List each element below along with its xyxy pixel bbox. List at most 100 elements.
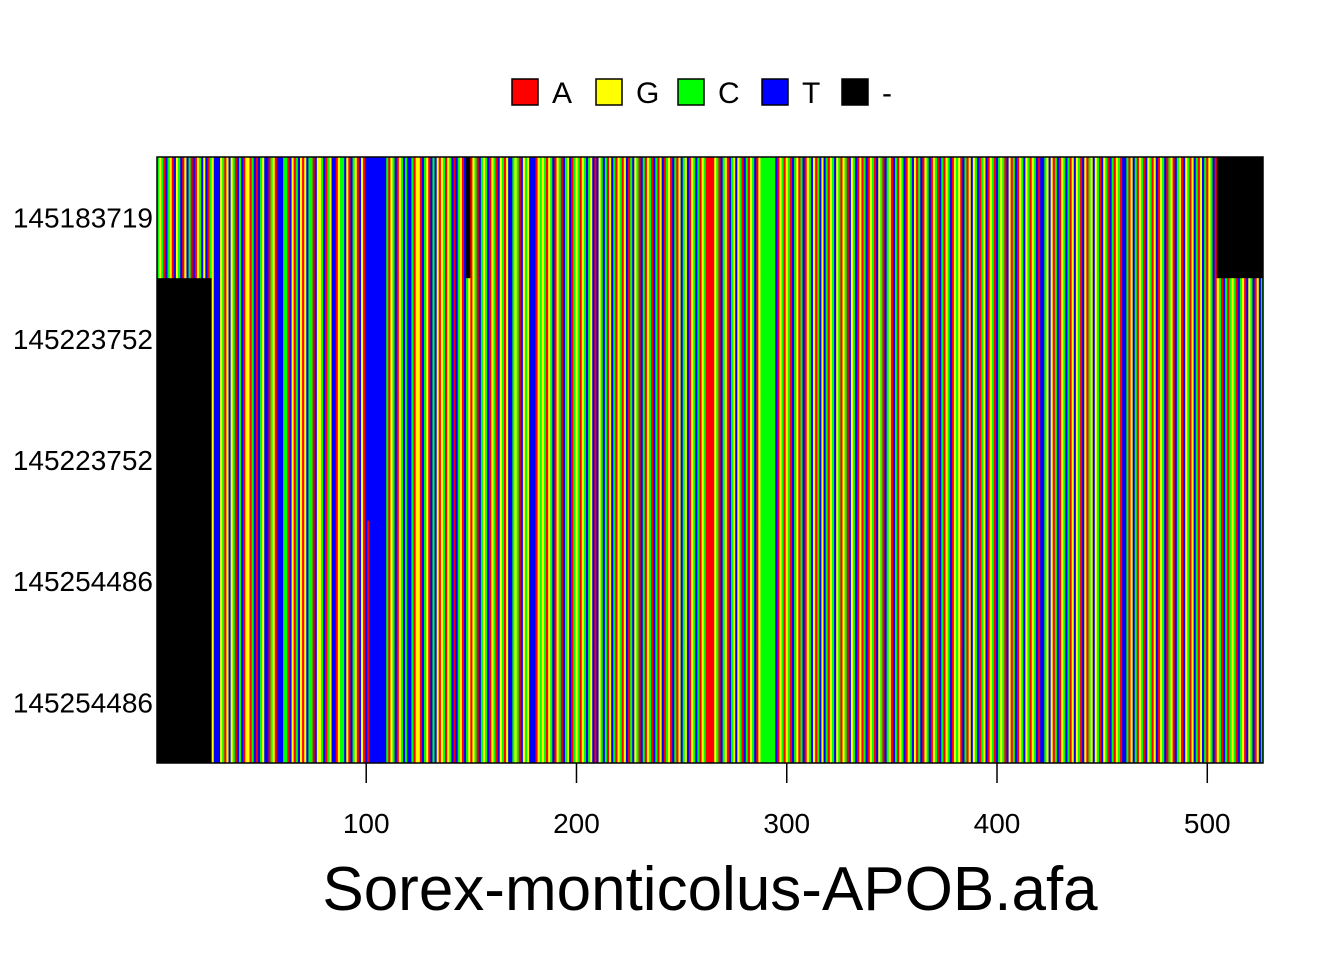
alignment-cell — [958, 520, 961, 643]
alignment-cell — [890, 641, 894, 764]
alignment-cell — [487, 641, 490, 764]
alignment-cell — [642, 641, 646, 764]
alignment-cell — [844, 278, 848, 400]
alignment-cell — [749, 278, 753, 400]
alignment-cell — [638, 520, 642, 643]
alignment-cell — [1206, 157, 1209, 279]
alignment-cell — [1033, 399, 1037, 521]
alignment-cell — [474, 399, 477, 521]
alignment-cell — [1143, 399, 1146, 521]
alignment-cell — [1197, 399, 1201, 521]
alignment-cell — [838, 399, 841, 521]
alignment-cell — [1056, 399, 1060, 521]
alignment-cell — [495, 520, 499, 643]
alignment-cell — [640, 520, 644, 643]
alignment-cell — [260, 641, 263, 764]
alignment-cell — [1075, 278, 1079, 400]
alignment-cell — [236, 520, 240, 643]
alignment-cell — [394, 641, 398, 764]
alignment-cell — [560, 641, 564, 764]
alignment-cell — [236, 157, 240, 279]
alignment-cell — [1040, 157, 1045, 279]
alignment-cell — [1029, 520, 1033, 643]
alignment-cell — [720, 641, 724, 764]
alignment-cell — [1187, 520, 1190, 643]
alignment-cell — [398, 157, 402, 279]
alignment-cell — [596, 520, 599, 643]
alignment-cell — [617, 157, 620, 279]
alignment-cell — [1031, 641, 1035, 764]
alignment-cell — [295, 278, 299, 400]
alignment-cell — [287, 520, 290, 643]
alignment-cell — [255, 399, 259, 521]
alignment-cell — [735, 399, 738, 521]
alignment-cell — [924, 641, 927, 764]
alignment-cell — [516, 278, 520, 400]
alignment-cell — [838, 520, 841, 643]
alignment-cell — [691, 157, 694, 279]
alignment-cell — [243, 641, 246, 764]
alignment-cell — [953, 641, 957, 764]
alignment-cell — [598, 641, 602, 764]
alignment-cell — [810, 641, 814, 764]
alignment-cell — [989, 278, 993, 400]
alignment-cell — [949, 157, 953, 279]
alignment-cell — [745, 520, 749, 643]
alignment-cell — [1010, 157, 1014, 279]
alignment-cell — [956, 278, 959, 400]
alignment-cell — [499, 399, 503, 521]
alignment-cell — [890, 399, 894, 521]
alignment-cell — [1048, 520, 1052, 643]
alignment-cell — [291, 641, 295, 764]
alignment-cell — [1181, 399, 1184, 521]
alignment-cell — [604, 157, 608, 279]
alignment-cell — [390, 641, 393, 764]
alignment-cell — [743, 399, 747, 521]
alignment-cell — [1260, 399, 1264, 521]
alignment-cell — [724, 399, 728, 521]
alignment-cell — [663, 520, 667, 643]
alignment-cell — [445, 399, 448, 521]
alignment-cell — [865, 520, 869, 643]
alignment-cell — [810, 399, 814, 521]
alignment-cell — [1002, 399, 1005, 521]
alignment-cell — [369, 520, 387, 643]
alignment-cell — [653, 157, 656, 279]
alignment-cell — [520, 399, 524, 521]
alignment-cell — [268, 520, 271, 643]
alignment-cell — [512, 641, 515, 764]
alignment-cell — [649, 157, 652, 279]
alignment-cell — [878, 399, 881, 521]
alignment-cell — [600, 520, 604, 643]
alignment-cell — [577, 520, 581, 643]
alignment-cell — [1126, 278, 1129, 400]
alignment-cell — [537, 641, 541, 764]
alignment-cell — [1210, 399, 1213, 521]
alignment-cell — [821, 520, 824, 643]
alignment-cell — [289, 641, 292, 764]
alignment-cell — [472, 641, 475, 764]
alignment-cell — [993, 278, 997, 400]
alignment-cell — [638, 278, 642, 400]
alignment-cell — [360, 641, 364, 764]
alignment-cell — [564, 641, 568, 764]
alignment-cell — [1065, 278, 1068, 400]
alignment-cell — [1212, 399, 1216, 521]
alignment-cell — [783, 641, 787, 764]
alignment-cell — [1204, 520, 1207, 643]
alignment-cell — [661, 278, 665, 400]
alignment-cell — [562, 157, 566, 279]
alignment-cell — [1181, 641, 1184, 764]
alignment-cell — [783, 157, 787, 279]
alignment-cell — [1010, 399, 1014, 521]
alignment-cell — [350, 399, 353, 521]
alignment-cell — [884, 520, 888, 643]
alignment-cell — [476, 520, 480, 643]
alignment-cell — [264, 641, 269, 764]
alignment-cell — [1241, 399, 1245, 521]
alignment-cell — [628, 520, 631, 643]
alignment-cell — [455, 399, 459, 521]
alignment-cell — [1239, 641, 1243, 764]
alignment-cell — [1185, 157, 1188, 279]
alignment-cell — [785, 278, 789, 400]
